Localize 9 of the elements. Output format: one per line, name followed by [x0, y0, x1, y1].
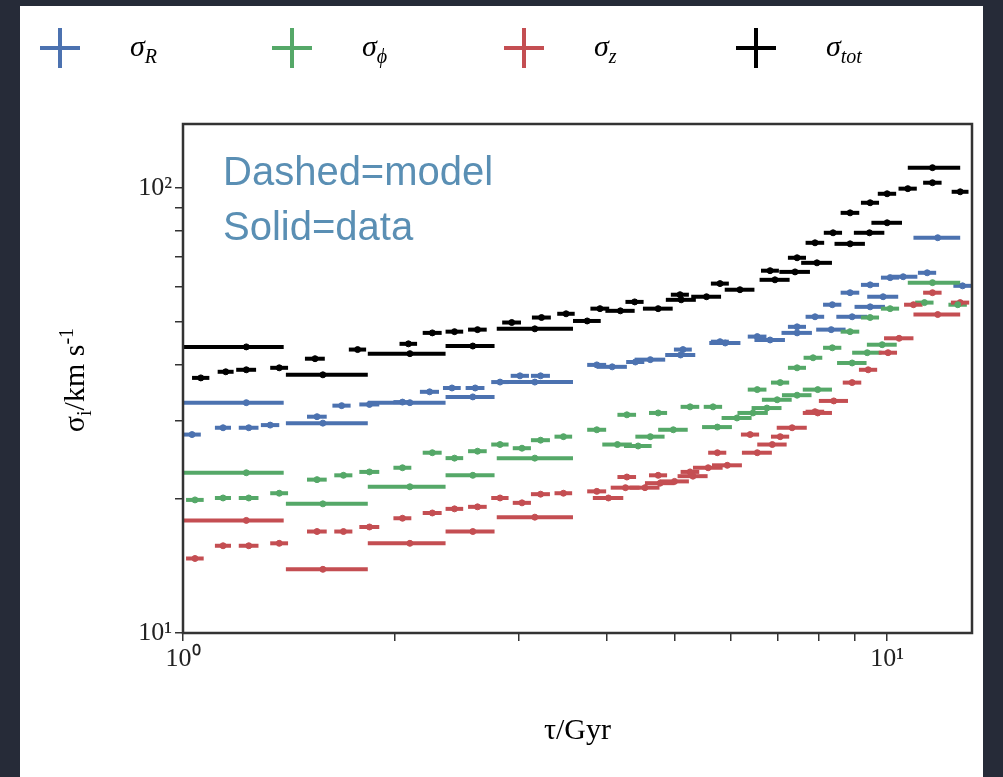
annotation: Solid=data	[223, 204, 414, 249]
x-tick-label: 10⁰	[165, 643, 201, 673]
annotation: Dashed=model	[223, 149, 494, 194]
x-axis-title: τ/Gyr	[542, 712, 612, 746]
y-tick-label: 10²	[138, 171, 173, 201]
legend-label: σ$_{tot}$	[826, 28, 862, 68]
legend-label: σ$_{R}$	[130, 28, 158, 68]
legend-label: σ$_{ϕ}$	[362, 28, 388, 68]
legend-label: σ$_{z}$	[594, 28, 617, 68]
